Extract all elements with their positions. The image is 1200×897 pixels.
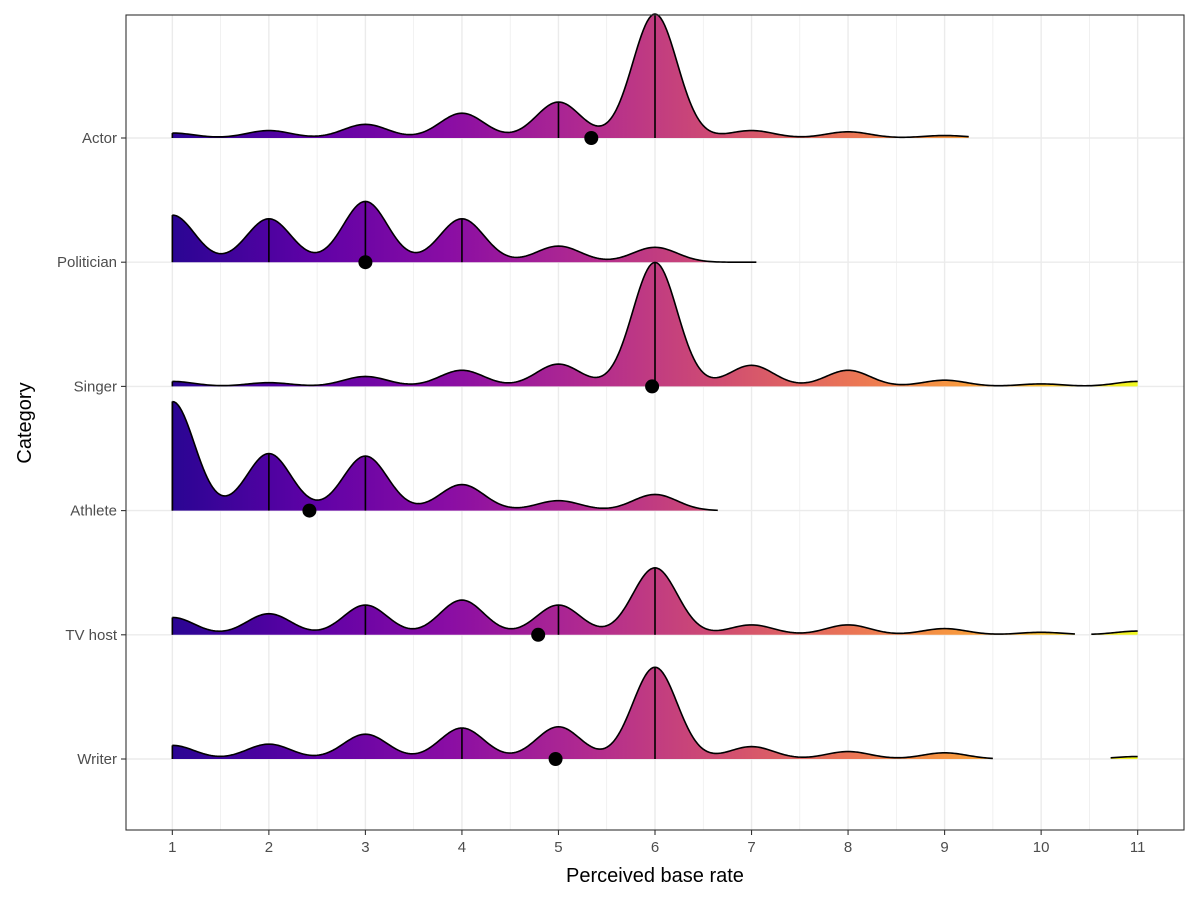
ridge-athlete	[171, 400, 718, 512]
y-tick-label: Athlete	[70, 503, 117, 520]
density-ridges	[171, 13, 1138, 760]
y-tick-label: Writer	[77, 751, 117, 768]
mean-point	[548, 752, 563, 766]
ridge-fill	[172, 567, 1075, 635]
x-tick-label: 5	[554, 839, 562, 856]
ridge-fill	[172, 401, 718, 511]
mean-point	[645, 379, 660, 394]
ridge-writer	[171, 666, 1138, 760]
ridge-outline	[1091, 630, 1138, 635]
ridge-singer	[171, 261, 1138, 387]
x-tick-label: 6	[651, 839, 659, 856]
x-tick-label: 11	[1130, 839, 1146, 856]
y-tick-label: Singer	[74, 378, 117, 395]
ridge-actor	[171, 13, 969, 139]
mean-point	[302, 503, 317, 518]
y-tick-label: TV host	[65, 627, 118, 644]
y-tick-label: Politician	[57, 254, 117, 271]
mean-points	[302, 131, 660, 766]
x-tick-label: 1	[168, 839, 176, 856]
mean-point	[584, 131, 599, 145]
ridge-outline	[172, 400, 718, 512]
x-tick-label: 9	[940, 839, 948, 856]
ridge-tv-host	[171, 567, 1138, 635]
x-tick-label: 3	[361, 839, 369, 856]
x-tick-label: 4	[458, 839, 466, 856]
ridge-fill	[172, 201, 757, 263]
y-axis-title: Category	[14, 382, 36, 463]
x-axis-title: Perceived base rate	[566, 865, 744, 887]
mean-point	[531, 627, 546, 642]
mean-point	[358, 255, 373, 270]
ridge-outline	[172, 13, 969, 139]
y-tick-label: Actor	[82, 130, 117, 147]
ridge-fill	[172, 14, 969, 138]
ridge-outline	[172, 567, 1075, 635]
x-tick-label: 7	[747, 839, 755, 856]
axes: 1 2 3 4 5 6 7 8 9 10 11 Writer TV host Athlete Singer P…	[57, 130, 1145, 856]
ridge-fill	[172, 667, 993, 759]
x-tick-label: 8	[844, 839, 852, 856]
ridge-outline	[1110, 755, 1138, 759]
ridge-politician	[171, 200, 757, 263]
ridge-outline	[172, 200, 757, 263]
x-tick-label: 10	[1033, 839, 1050, 856]
x-tick-label: 2	[265, 839, 273, 856]
ridge-outline	[172, 666, 993, 760]
